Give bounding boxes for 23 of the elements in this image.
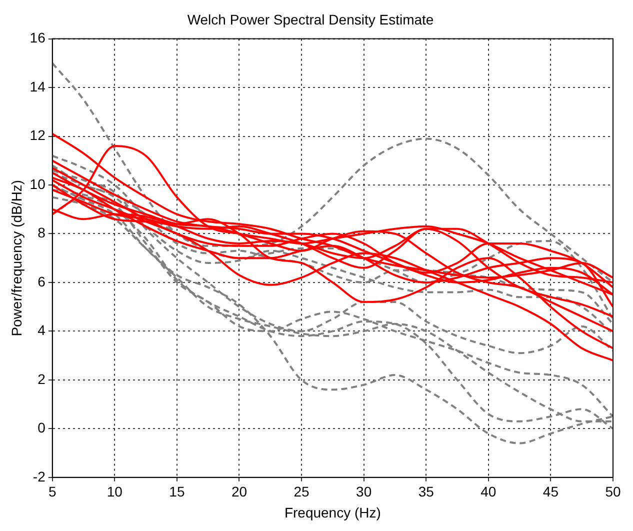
x-tick-label: 20 <box>231 484 248 500</box>
x-tick-label: 45 <box>542 484 559 500</box>
x-tick-label: 15 <box>169 484 185 500</box>
y-axis-title: Power/frequency (dB/Hz) <box>8 180 24 336</box>
x-tick-label: 50 <box>605 484 621 500</box>
x-tick-label: 35 <box>418 484 434 500</box>
x-axis-title: Frequency (Hz) <box>284 504 381 520</box>
y-tick-label: 16 <box>30 30 46 46</box>
y-tick-label: 6 <box>38 273 46 290</box>
x-tick-label: 10 <box>106 484 123 500</box>
y-tick-label: 10 <box>30 176 46 192</box>
y-tick-label: 2 <box>38 370 46 387</box>
y-tick-label: 0 <box>38 420 46 436</box>
x-tick-label: 5 <box>48 484 56 500</box>
chart-title: Welch Power Spectral Density Estimate <box>187 11 434 28</box>
y-tick-label: 12 <box>30 127 46 144</box>
y-tick-label: 14 <box>30 78 46 94</box>
y-tick-label: -2 <box>32 468 46 484</box>
x-tick-label: 40 <box>480 484 496 500</box>
y-tick-label: 4 <box>38 322 46 338</box>
x-tick-label: 25 <box>294 484 310 500</box>
y-tick-label: 8 <box>38 224 46 241</box>
x-tick-label: 30 <box>356 484 372 500</box>
